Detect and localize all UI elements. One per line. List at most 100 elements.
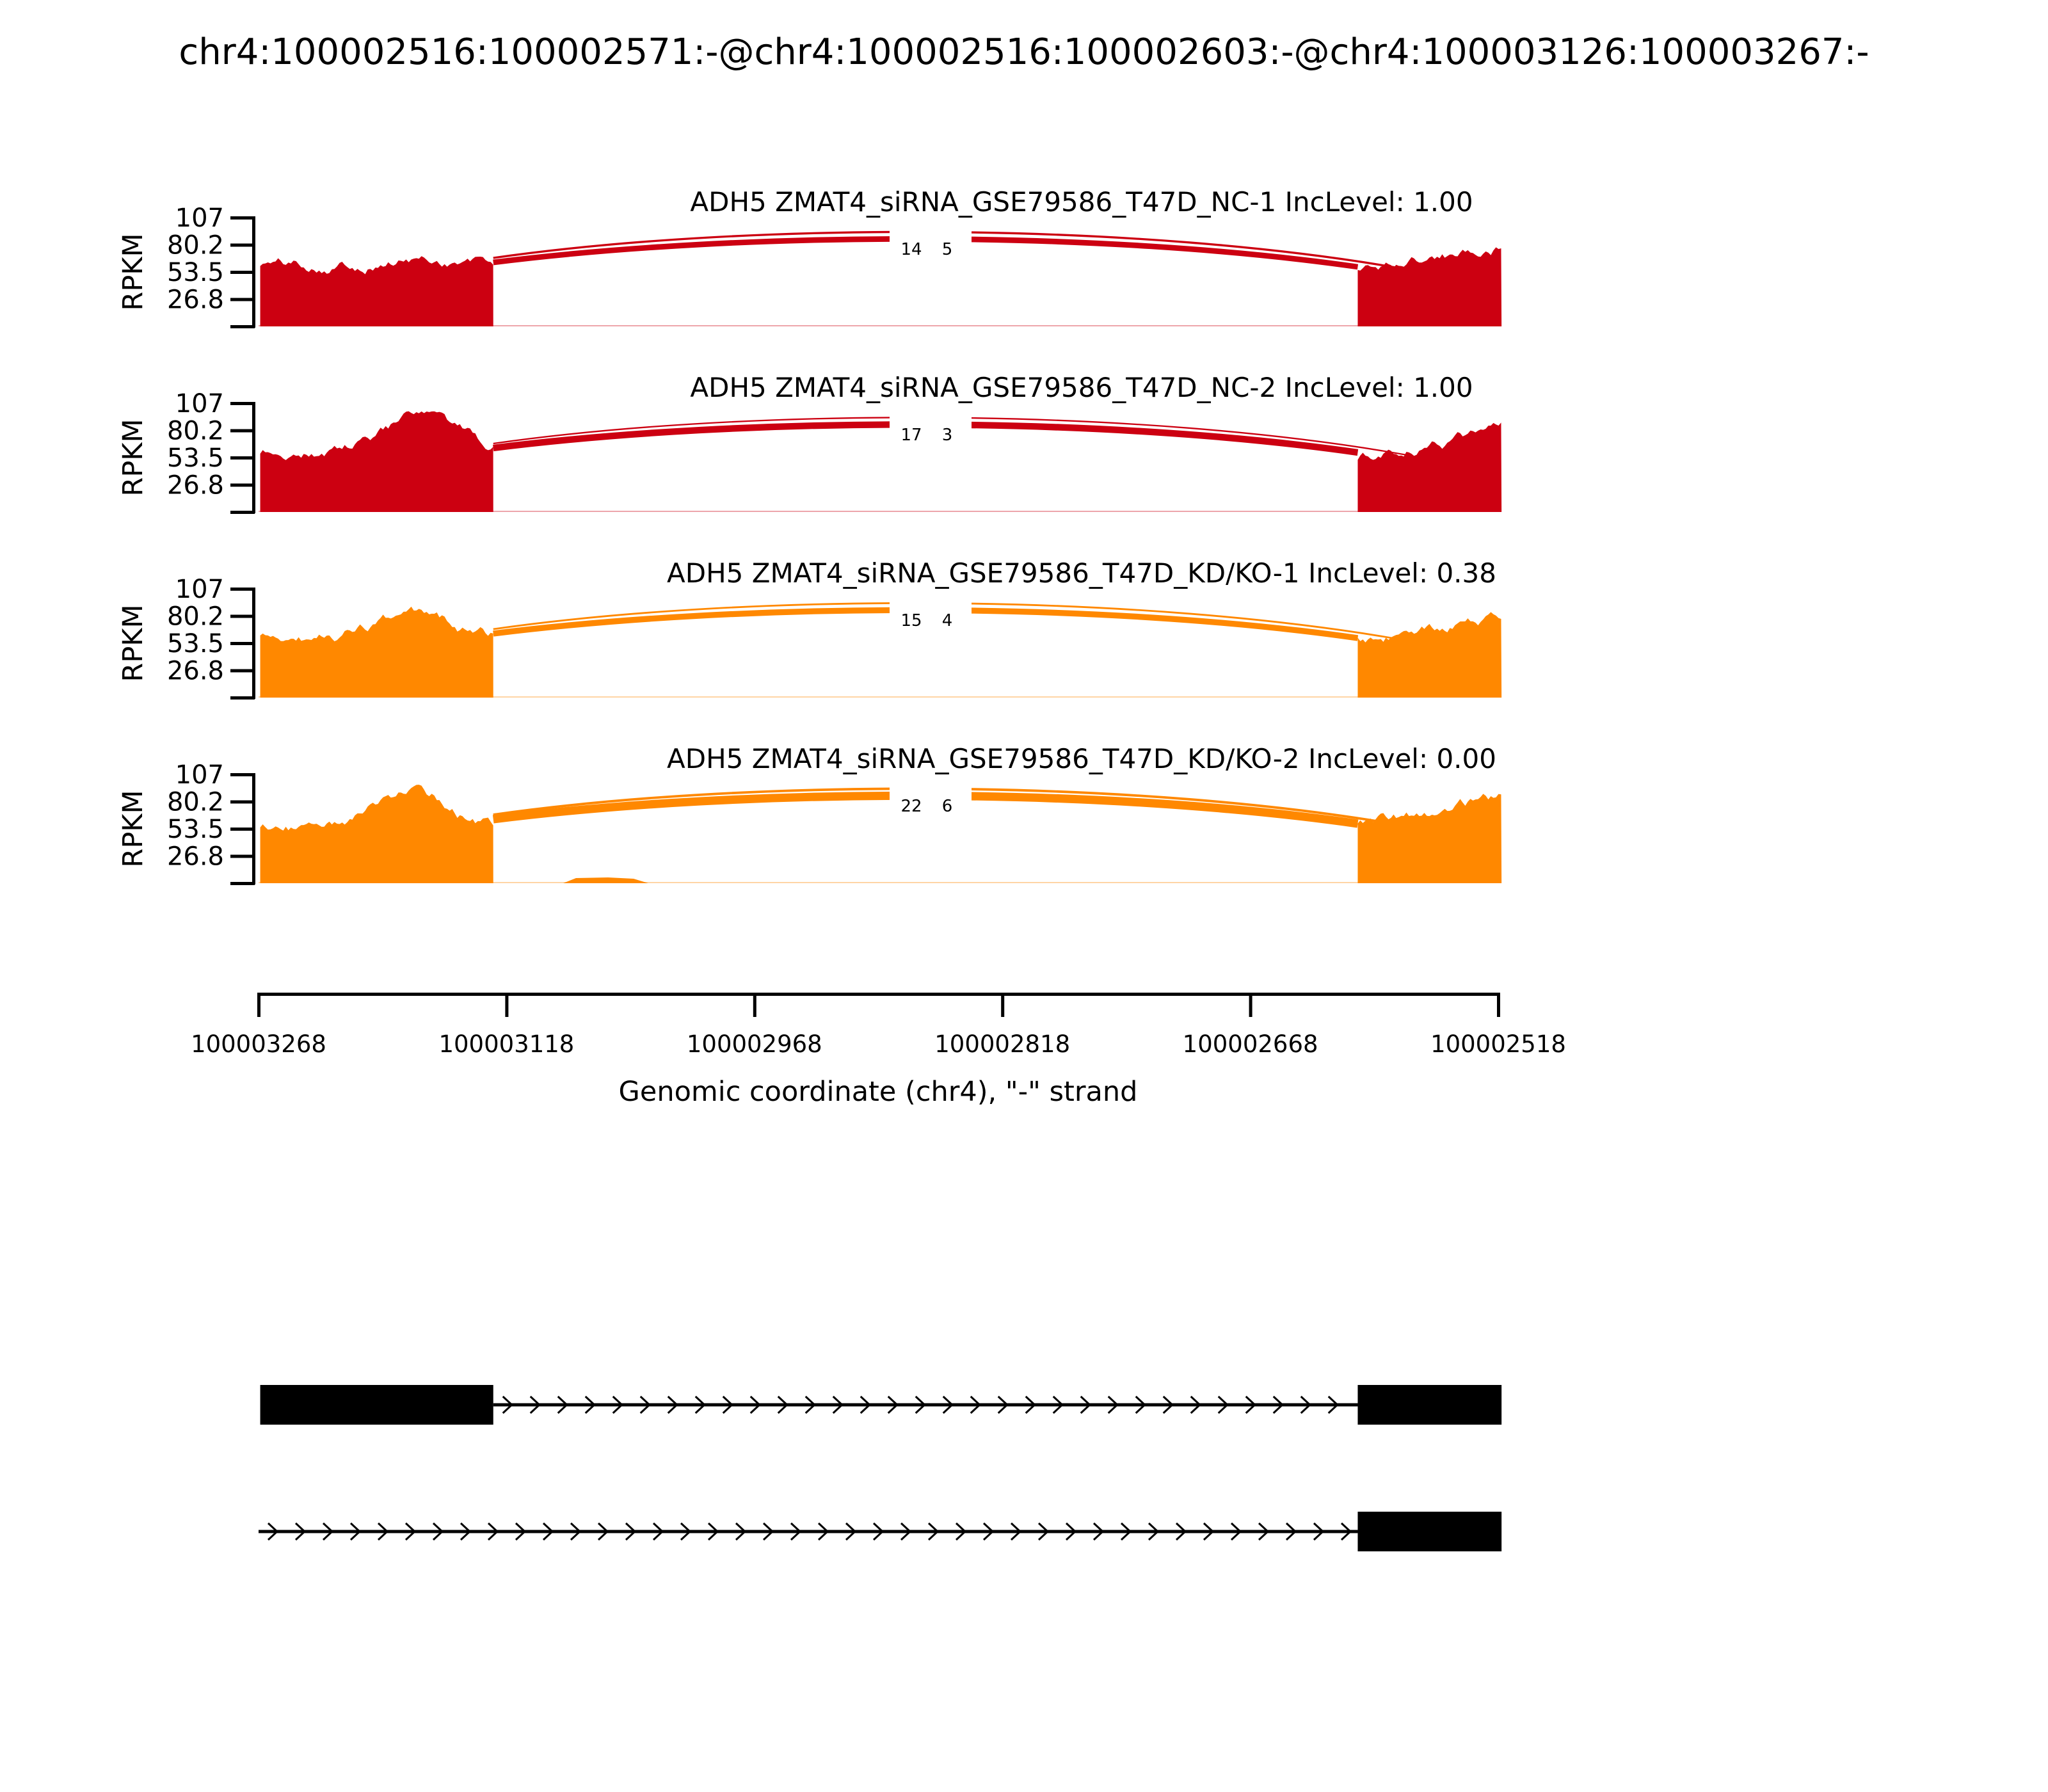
- y-tick-label: 26.8: [167, 842, 224, 872]
- exon-box: [1357, 1385, 1502, 1425]
- y-tick-label: 53.5: [167, 815, 224, 844]
- y-axis-tick: [230, 402, 255, 405]
- junction-read-count: 17: [900, 426, 922, 445]
- strand-arrow: [1025, 1395, 1036, 1414]
- strand-arrow: [322, 1522, 334, 1541]
- strand-arrow: [1148, 1522, 1160, 1541]
- y-axis-label: RPKM: [117, 419, 149, 496]
- y-axis-tick: [230, 325, 255, 328]
- y-axis-tick: [230, 216, 255, 220]
- strand-arrow: [267, 1522, 279, 1541]
- strand-arrow: [1010, 1522, 1022, 1541]
- strand-arrow: [1300, 1395, 1311, 1414]
- strand-arrow: [1190, 1395, 1201, 1414]
- strand-arrow: [404, 1522, 417, 1541]
- y-axis-tick: [230, 828, 255, 831]
- x-tick-label: 100002818: [934, 1030, 1070, 1058]
- y-axis-tick: [230, 511, 255, 514]
- strand-arrow: [502, 1395, 513, 1414]
- y-axis-tick: [230, 614, 255, 618]
- strand-arrow: [487, 1522, 499, 1541]
- x-axis-tick: [1497, 993, 1500, 1017]
- y-tick-label: 80.2: [167, 231, 224, 260]
- y-axis-tick: [230, 243, 255, 247]
- x-axis-tick: [257, 993, 260, 1017]
- junction-read-count: 22: [900, 797, 922, 816]
- left-exon-coverage: [260, 606, 493, 698]
- strand-arrow: [955, 1522, 967, 1541]
- y-axis-tick: [230, 669, 255, 673]
- strand-arrow: [887, 1395, 899, 1414]
- y-axis-tick: [230, 456, 255, 460]
- y-tick-label: 80.2: [167, 417, 224, 446]
- y-axis-label: RPKM: [117, 790, 149, 867]
- strand-arrow: [1313, 1522, 1325, 1541]
- y-tick-label: 107: [175, 760, 224, 790]
- strand-arrow: [707, 1522, 719, 1541]
- strand-arrow: [997, 1395, 1009, 1414]
- x-axis-tick: [753, 993, 756, 1017]
- strand-arrow: [762, 1522, 774, 1541]
- strand-arrow: [790, 1522, 802, 1541]
- strand-arrow: [845, 1522, 857, 1541]
- junction-read-count: 5: [942, 240, 953, 259]
- strand-arrow: [722, 1395, 733, 1414]
- strand-arrow: [1092, 1522, 1105, 1541]
- left-exon-coverage: [260, 256, 493, 326]
- y-axis-tick: [230, 696, 255, 700]
- strand-arrow: [1327, 1395, 1339, 1414]
- y-tick-label: 26.8: [167, 285, 224, 315]
- x-tick-label: 100002968: [687, 1030, 822, 1058]
- strand-arrow: [817, 1522, 829, 1541]
- y-tick-label: 26.8: [167, 657, 224, 686]
- x-tick-label: 100003118: [438, 1030, 574, 1058]
- exon-box: [260, 1385, 493, 1425]
- junction-label-gap: [890, 783, 972, 817]
- strand-arrow: [1120, 1522, 1132, 1541]
- strand-arrow: [1230, 1522, 1242, 1541]
- strand-arrow: [1245, 1395, 1256, 1414]
- strand-arrow: [982, 1522, 995, 1541]
- junction-read-count: 6: [942, 797, 953, 816]
- y-tick-label: 53.5: [167, 444, 224, 473]
- strand-arrow: [1065, 1522, 1077, 1541]
- strand-arrow: [777, 1395, 788, 1414]
- y-axis-tick: [230, 773, 255, 776]
- y-axis-label: RPKM: [117, 233, 149, 310]
- x-tick-label: 100002668: [1183, 1030, 1318, 1058]
- junction-read-count: 15: [900, 611, 922, 630]
- transcript-2: [259, 1512, 1502, 1551]
- junction-label-gap: [890, 598, 972, 631]
- strand-arrow: [749, 1395, 761, 1414]
- strand-arrow: [1203, 1522, 1215, 1541]
- y-tick-label: 80.2: [167, 788, 224, 817]
- track-title: ADH5 ZMAT4_siRNA_GSE79586_T47D_KD/KO-2 I…: [667, 743, 1496, 774]
- junction-label-gap: [890, 412, 972, 445]
- strand-arrow: [1080, 1395, 1091, 1414]
- strand-arrow: [597, 1522, 609, 1541]
- x-tick-label: 100003268: [191, 1030, 326, 1058]
- strand-arrow: [942, 1395, 954, 1414]
- y-axis-tick: [230, 271, 255, 274]
- strand-arrow: [1258, 1522, 1270, 1541]
- transcript-models-layer: [259, 1385, 1502, 1551]
- strand-arrow: [1052, 1395, 1064, 1414]
- strand-arrow: [970, 1395, 981, 1414]
- strand-arrow: [1037, 1522, 1050, 1541]
- y-axis-tick: [230, 882, 255, 885]
- strand-arrow: [667, 1395, 678, 1414]
- y-tick-label: 26.8: [167, 471, 224, 500]
- strand-arrow: [1272, 1395, 1284, 1414]
- strand-arrow: [694, 1395, 706, 1414]
- y-axis-label: RPKM: [117, 604, 149, 682]
- intron-coverage-bump: [563, 877, 648, 883]
- y-axis-tick: [230, 588, 255, 591]
- x-axis-title: Genomic coordinate (chr4), "-" strand: [619, 1076, 1138, 1108]
- y-tick-label: 80.2: [167, 602, 224, 632]
- strand-arrow: [1135, 1395, 1146, 1414]
- strand-arrow: [1217, 1395, 1229, 1414]
